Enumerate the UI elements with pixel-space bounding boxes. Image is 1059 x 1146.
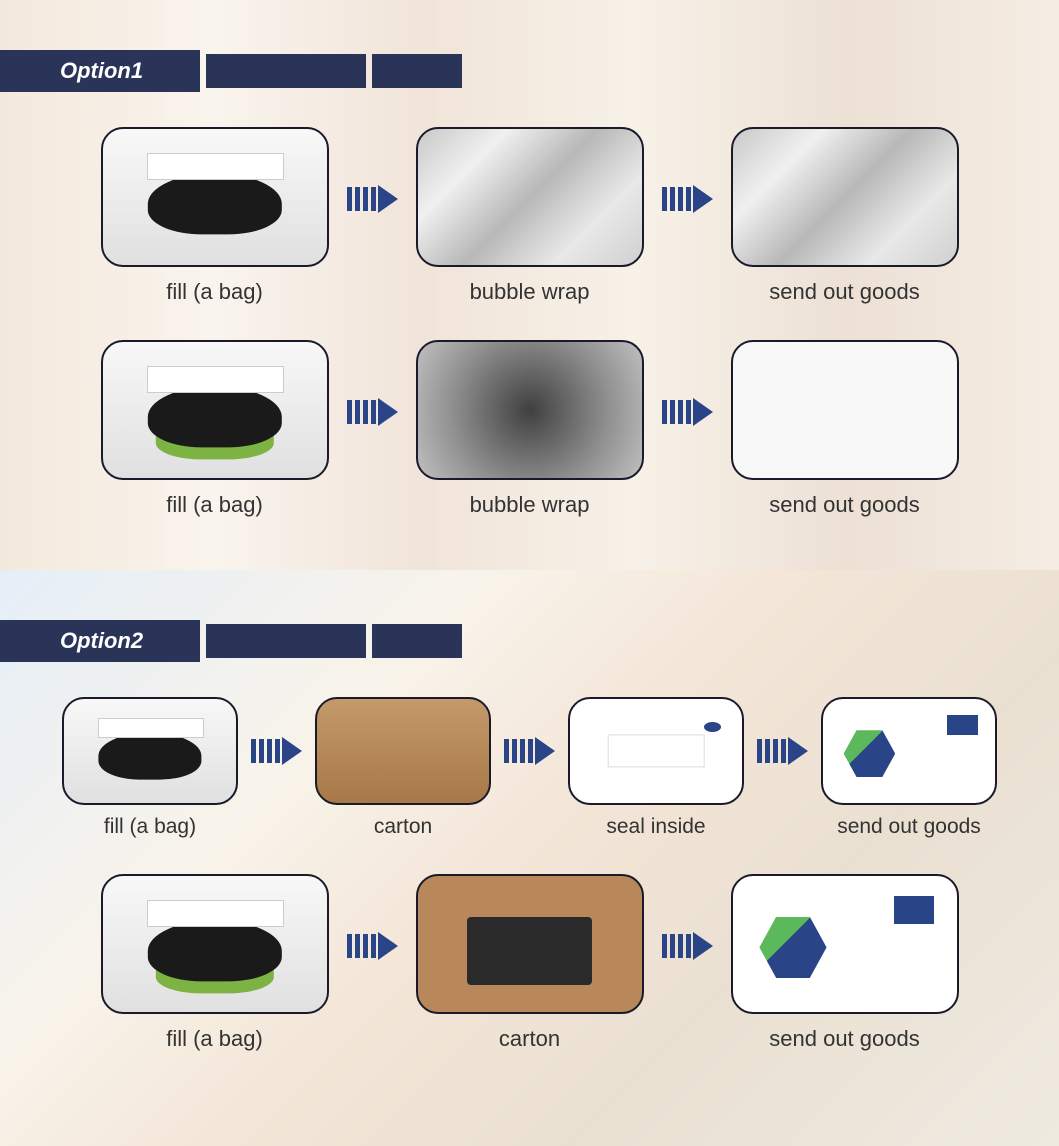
step-image-box [731, 874, 959, 1014]
flow-step: carton [416, 874, 644, 1052]
header-accent-block [206, 54, 366, 88]
step-label: bubble wrap [470, 279, 590, 305]
step-image-bag-green [101, 874, 329, 1014]
option1-section: Option1 fill (a bag) bubble wrap [0, 0, 1059, 570]
step-image-bag [101, 127, 329, 267]
arrow-icon [347, 185, 398, 213]
option2-row2: fill (a bag) carton send out goods [0, 874, 1059, 1052]
option1-row2: fill (a bag) bubble wrap send out goods [0, 340, 1059, 518]
step-label: send out goods [837, 815, 981, 839]
flow-step: carton [315, 697, 491, 839]
arrow-icon [662, 185, 713, 213]
arrow-icon [757, 737, 808, 765]
step-label: fill (a bag) [166, 1026, 263, 1052]
arrow-icon [662, 932, 713, 960]
option1-title: Option1 [0, 50, 200, 92]
step-label: carton [374, 815, 432, 839]
flow-step: fill (a bag) [101, 874, 329, 1052]
header-accent-block-small [372, 54, 462, 88]
step-label: send out goods [769, 1026, 919, 1052]
option2-title: Option2 [0, 620, 200, 662]
arrow-icon [347, 398, 398, 426]
step-label: fill (a bag) [166, 279, 263, 305]
arrow-icon [347, 932, 398, 960]
step-image-box [821, 697, 997, 805]
step-image-seal [568, 697, 744, 805]
step-label: bubble wrap [470, 492, 590, 518]
flow-step: seal inside [568, 697, 744, 839]
step-label: fill (a bag) [104, 815, 196, 839]
flow-step: send out goods [731, 127, 959, 305]
flow-step: send out goods [731, 874, 959, 1052]
flow-step: send out goods [821, 697, 997, 839]
step-image-bubble [416, 127, 644, 267]
step-image-bag [62, 697, 238, 805]
step-image-carton [315, 697, 491, 805]
step-image-bag-green [101, 340, 329, 480]
step-image-bubble-dark [416, 340, 644, 480]
option2-row1: fill (a bag) carton seal inside [0, 697, 1059, 839]
packaging-infographic: Option1 fill (a bag) bubble wrap [0, 0, 1059, 1146]
flow-step: fill (a bag) [101, 340, 329, 518]
header-accent-block-small [372, 624, 462, 658]
arrow-icon [504, 737, 555, 765]
flow-step: fill (a bag) [62, 697, 238, 839]
arrow-icon [662, 398, 713, 426]
flow-step: send out goods [731, 340, 959, 518]
arrow-icon [251, 737, 302, 765]
option1-header: Option1 [0, 50, 1059, 92]
flow-step: bubble wrap [416, 340, 644, 518]
step-image-bubble-flat [731, 127, 959, 267]
step-label: fill (a bag) [166, 492, 263, 518]
step-label: carton [499, 1026, 560, 1052]
step-image-pouch [731, 340, 959, 480]
step-label: send out goods [769, 492, 919, 518]
option2-section: Option2 fill (a bag) carton [0, 570, 1059, 1146]
flow-step: fill (a bag) [101, 127, 329, 305]
step-image-carton-open [416, 874, 644, 1014]
flow-step: bubble wrap [416, 127, 644, 305]
option2-header: Option2 [0, 620, 1059, 662]
step-label: seal inside [606, 815, 705, 839]
option1-row1: fill (a bag) bubble wrap send out goods [0, 127, 1059, 305]
header-accent-block [206, 624, 366, 658]
step-label: send out goods [769, 279, 919, 305]
